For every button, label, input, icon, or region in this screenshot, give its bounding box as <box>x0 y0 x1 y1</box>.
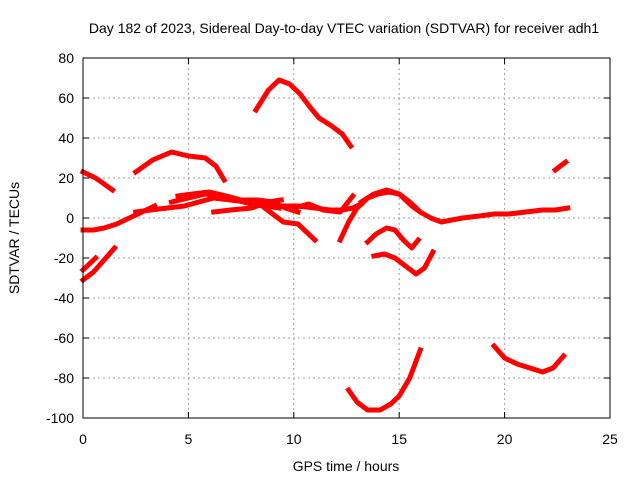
x-tick-label: 15 <box>391 431 407 447</box>
tick-labels: 0 5 10 15 20 25 -100 -80 -60 -40 -20 0 20 40 60 80 <box>46 50 618 447</box>
series-line-s12 <box>290 192 357 215</box>
y-tick-label: -60 <box>54 330 74 346</box>
x-tick-label: 20 <box>497 431 513 447</box>
series-line-s16 <box>364 225 422 251</box>
grid <box>82 57 611 419</box>
x-tick-label: 10 <box>286 431 302 447</box>
y-axis-label: SDTVAR / TECUs <box>6 182 22 294</box>
y-tick-label: 0 <box>66 210 74 226</box>
chart-title: Day 182 of 2023, Sidereal Day-to-day VTE… <box>89 20 599 36</box>
series-line-s14 <box>357 187 424 216</box>
series-line-s1 <box>79 168 116 194</box>
plot-frame <box>82 57 611 419</box>
series-line-s4 <box>79 244 119 284</box>
x-tick-label: 25 <box>602 431 618 447</box>
series-line-s10 <box>252 77 355 150</box>
data-series <box>79 77 571 413</box>
y-tick-label: 20 <box>58 170 74 186</box>
y-tick-label: 80 <box>58 50 74 66</box>
y-tick-label: -100 <box>46 410 74 426</box>
series-line-s15 <box>345 346 424 413</box>
y-tick-label: -40 <box>54 290 74 306</box>
x-axis-label: GPS time / hours <box>293 458 400 474</box>
series-line-s19 <box>551 158 570 174</box>
series-line-s9 <box>210 197 285 215</box>
x-tick-label: 5 <box>185 431 193 447</box>
series-line-s17 <box>370 248 437 277</box>
y-tick-label: 60 <box>58 90 74 106</box>
y-tick-label: -80 <box>54 370 74 386</box>
series-line-s5 <box>132 149 228 184</box>
series-line-s18 <box>490 342 568 375</box>
y-tick-label: 40 <box>58 130 74 146</box>
series-line-s3 <box>79 254 100 274</box>
y-tick-label: -20 <box>54 250 74 266</box>
x-tick-label: 0 <box>79 431 87 447</box>
